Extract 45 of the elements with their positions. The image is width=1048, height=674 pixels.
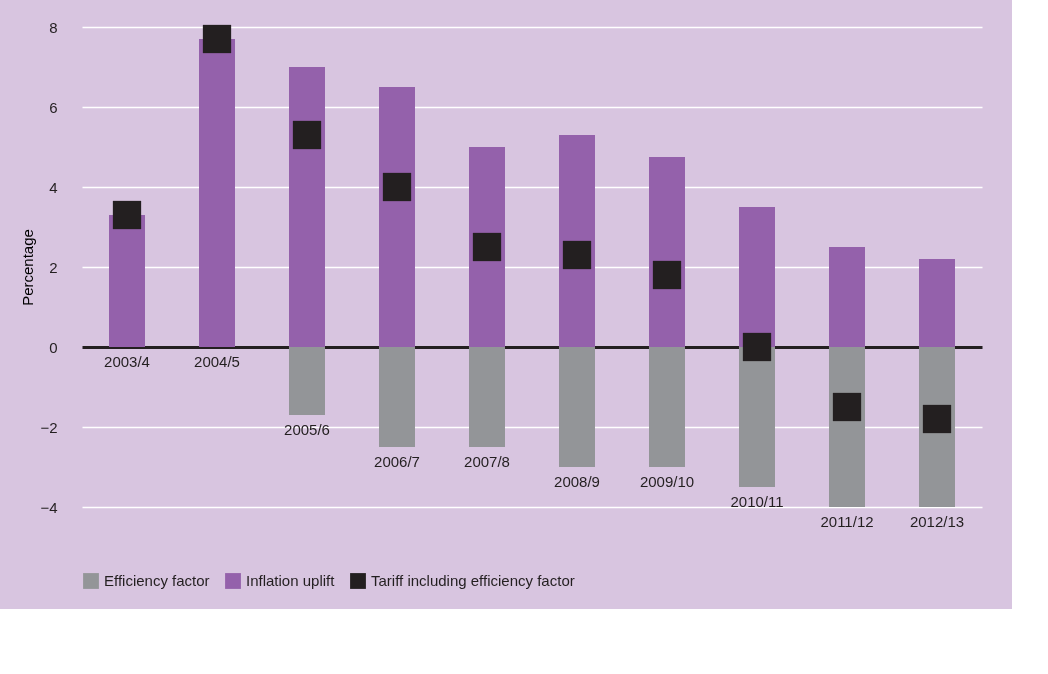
bar — [289, 67, 325, 347]
point — [652, 260, 682, 290]
bar — [649, 347, 685, 467]
x-tick-label: 2007/8 — [464, 453, 510, 470]
bar — [829, 247, 865, 347]
x-tick-label: 2006/7 — [374, 453, 420, 470]
bar — [379, 87, 415, 347]
x-tick-label: 2003/4 — [104, 353, 150, 370]
x-tick-label: 2009/10 — [639, 473, 695, 490]
point — [562, 240, 592, 270]
point — [832, 392, 862, 422]
bar — [559, 135, 595, 347]
point — [382, 172, 412, 202]
legend-label: Inflation uplift — [246, 572, 336, 589]
x-tick-label: 2012/13 — [909, 513, 965, 530]
point — [742, 332, 772, 362]
bar — [469, 347, 505, 447]
bar — [559, 347, 595, 467]
y-axis-title: Percentage — [19, 229, 37, 306]
legend-label: Efficiency factor — [104, 572, 210, 589]
bar — [739, 347, 775, 487]
point — [922, 404, 952, 434]
y-tick-label: 4 — [49, 178, 58, 196]
bar — [739, 207, 775, 347]
y-tick-label: 6 — [49, 98, 58, 116]
x-tick-label: 2005/6 — [284, 421, 330, 438]
bar — [199, 39, 235, 347]
y-tick-label: −2 — [40, 418, 58, 436]
point — [472, 232, 502, 262]
y-tick-label: −4 — [40, 498, 58, 516]
point — [202, 24, 232, 54]
bar — [289, 347, 325, 415]
point — [292, 120, 322, 150]
x-tick-label: 2011/12 — [820, 513, 874, 530]
y-tick-label: 2 — [49, 258, 58, 276]
point — [112, 200, 142, 230]
bar — [919, 259, 955, 347]
legend-label: Tariff including efficiency factor — [371, 572, 575, 589]
x-tick-label: 2010/11 — [730, 493, 784, 510]
y-tick-label: 8 — [49, 18, 58, 36]
bar — [379, 347, 415, 447]
y-tick-label: 0 — [49, 338, 58, 356]
bar — [109, 215, 145, 347]
x-tick-label: 2008/9 — [554, 473, 600, 490]
x-tick-label: 2004/5 — [194, 353, 240, 370]
